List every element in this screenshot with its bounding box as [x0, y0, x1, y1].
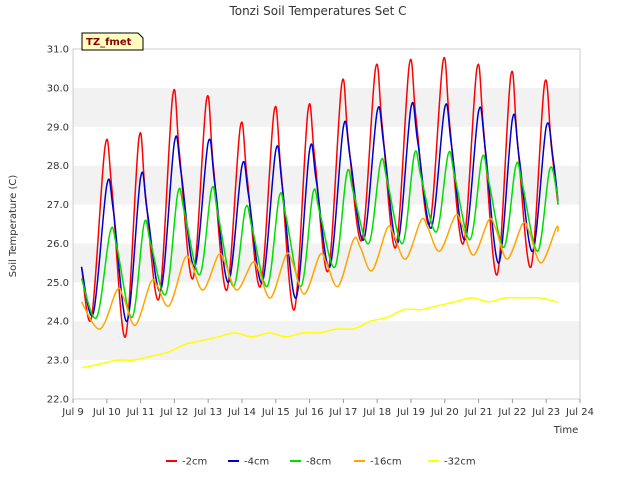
legend-label: -8cm [306, 457, 331, 468]
chart-title: Tonzi Soil Temperatures Set C [228, 4, 406, 18]
series-line-minus-8cm [80, 150, 559, 319]
y-axis-title: Soil Temperature (C) [8, 175, 19, 278]
series-line-minus-32cm [81, 296, 559, 369]
x-axis-title: Time [553, 425, 578, 436]
x-tick-label: Jul 9 [61, 407, 84, 418]
legend-label: -2cm [182, 457, 207, 468]
series-layer [80, 57, 559, 369]
x-tick-label: Jul 15 [261, 407, 290, 418]
grid-band [73, 204, 580, 244]
x-tick-label: Jul 17 [328, 407, 357, 418]
x-tick-label: Jul 14 [227, 407, 256, 418]
x-tick-label: Jul 18 [362, 407, 391, 418]
x-tick-label: Jul 21 [464, 407, 493, 418]
x-tick-label: Jul 23 [531, 407, 560, 418]
tz-annotation: TZ_fmet [81, 32, 144, 51]
y-tick-label: 31.0 [47, 45, 69, 56]
y-tick-label: 22.0 [47, 395, 69, 406]
y-tick-label: 24.0 [47, 317, 69, 328]
grid-band [73, 321, 580, 361]
y-tick-label: 30.0 [47, 83, 69, 94]
legend-label: -32cm [444, 457, 476, 468]
x-tick-labels: Jul 9 Jul 10 Jul 11 Jul 12 Jul 13 Jul 14 Jul 1… [61, 399, 594, 418]
x-tick-label: Jul 10 [92, 407, 121, 418]
x-tick-label: Jul 13 [193, 407, 222, 418]
y-tick-label: 25.0 [47, 278, 69, 289]
series-line-minus-16cm [80, 213, 559, 330]
grid-band [73, 87, 580, 127]
y-tick-label: 27.0 [47, 200, 69, 211]
x-tick-label: Jul 20 [430, 407, 459, 418]
grid-band [73, 360, 580, 399]
grid-band [73, 165, 580, 205]
y-tick-labels: 22.0 23.0 24.0 25.0 26.0 27.0 28.0 29.0 30.0 31.0 [47, 45, 69, 406]
grid-band [73, 126, 580, 166]
x-tick-label: Jul 22 [497, 407, 526, 418]
tz-annotation-box [81, 32, 144, 51]
tz-annotation-label: TZ_fmet [86, 37, 132, 48]
plot-frame [72, 48, 581, 400]
y-tick-label: 28.0 [47, 161, 69, 172]
y-tick-label: 26.0 [47, 239, 69, 250]
legend-label: -4cm [244, 457, 269, 468]
x-tick-label: Jul 24 [565, 407, 594, 418]
x-tick-label: Jul 11 [126, 407, 155, 418]
legend-label: -16cm [370, 457, 402, 468]
x-tick-label: Jul 12 [159, 407, 188, 418]
x-tick-label: Jul 19 [396, 407, 425, 418]
y-tick-label: 29.0 [47, 122, 69, 133]
x-tick-label: Jul 16 [295, 407, 324, 418]
legend: -2cm -4cm -8cm -16cm -32cm [166, 457, 476, 468]
y-tick-label: 23.0 [47, 356, 69, 367]
grid-band [73, 49, 580, 88]
